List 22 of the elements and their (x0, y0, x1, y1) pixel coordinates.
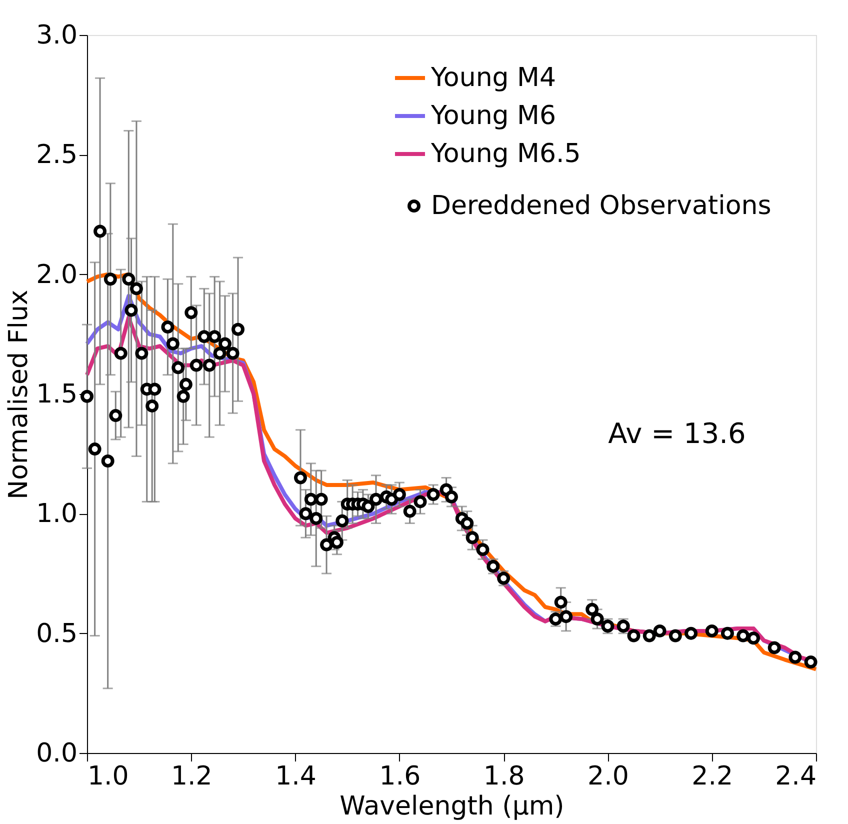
x-tick-label: 1.4 (275, 762, 316, 792)
y-tick-label: 1.5 (36, 380, 78, 410)
x-tick-label: 1.8 (483, 762, 525, 792)
x-axis-title: Wavelength (μm) (340, 792, 564, 822)
x-tick-label: 1.2 (170, 762, 212, 792)
y-axis-title: Normalised Flux (4, 290, 34, 500)
y-tick-label: 0.5 (36, 618, 78, 649)
legend-label: Young M4 (430, 63, 556, 93)
x-tick-label: 1.0 (88, 762, 129, 792)
legend-label: Dereddened Observations (431, 191, 772, 221)
legend-label: Young M6.5 (430, 139, 581, 169)
x-tick-label: 2.2 (692, 762, 734, 792)
y-tick-label: 2.0 (36, 260, 78, 290)
y-tick-label: 3.0 (36, 20, 78, 50)
x-tick-label: 2.4 (775, 762, 816, 792)
y-tick-label: 1.0 (36, 499, 78, 530)
x-tick-label: 2.0 (588, 762, 629, 792)
legend-label: Young M6 (430, 101, 556, 131)
y-tick-label: 2.5 (36, 140, 78, 170)
x-tick-label: 1.6 (379, 762, 421, 792)
annotation: Av = 13.6 (608, 417, 746, 450)
y-tick-label: 0.0 (36, 738, 78, 768)
